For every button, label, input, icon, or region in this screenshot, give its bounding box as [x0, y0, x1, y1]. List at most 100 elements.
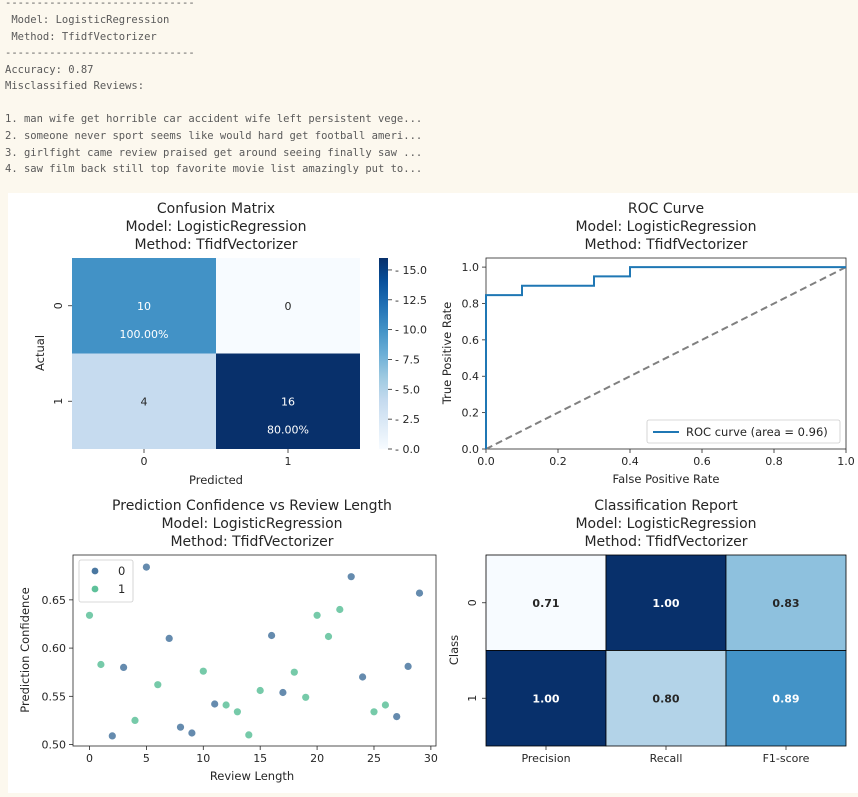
- scatter-point: [290, 668, 298, 676]
- scatter-point: [142, 563, 150, 571]
- x-tick-label: 0.2: [549, 455, 567, 468]
- heatmap-cell: [605, 554, 727, 651]
- scatter-point: [85, 611, 94, 619]
- cell-value-label: 16: [281, 395, 295, 408]
- x-tick-label: 0: [86, 752, 93, 765]
- cell-value-label: 1.00: [652, 597, 679, 610]
- cell-percent-label: 100.00%: [120, 328, 169, 341]
- colorbar-tick-label: - 15.0: [395, 264, 427, 277]
- x-tick-label: F1-score: [763, 752, 810, 765]
- y-axis-label: True Positive Rate: [440, 302, 454, 405]
- y-tick-label: 0.0: [462, 443, 480, 456]
- colorbar-tick-label: - 7.5: [395, 353, 420, 366]
- scatter-point: [359, 673, 367, 681]
- cell-value-label: 10: [137, 300, 151, 313]
- separator-line: ------------------------------: [5, 47, 195, 59]
- console-output: ------------------------------ Model: Lo…: [5, 0, 855, 175]
- legend-marker: [91, 585, 99, 593]
- y-axis-label: Actual: [33, 335, 47, 371]
- y-tick-label: 0.50: [42, 739, 67, 752]
- x-axis-label: Predicted: [189, 473, 243, 487]
- legend-label: ROC curve (area = 0.96): [686, 425, 828, 439]
- review-line: 4. saw film back still top favorite movi…: [5, 163, 423, 175]
- heatmap-cell: [725, 554, 847, 651]
- method-line: Method: TfidfVectorizer: [5, 31, 157, 43]
- scatter-point: [131, 716, 139, 725]
- scatter-point: [222, 701, 230, 709]
- figure: Confusion Matrix Model: LogisticRegressi…: [8, 193, 858, 793]
- y-tick-label: 1.0: [462, 261, 480, 274]
- y-tick-label: 0.55: [42, 690, 67, 703]
- confidence-scatter-panel: Prediction Confidence vs Review Length M…: [18, 498, 438, 783]
- chart-subtitle: Model: LogisticRegression: [161, 516, 342, 532]
- y-tick-label: 1: [466, 695, 479, 702]
- scatter-point: [370, 708, 378, 716]
- heatmap-cell: [72, 258, 216, 354]
- y-tick-label: 0.65: [42, 594, 67, 607]
- colorbar-tick-label: - 5.0: [395, 383, 420, 396]
- colorbar-tick-label: - 2.5: [395, 413, 420, 426]
- cell-value-label: 0.80: [652, 692, 679, 705]
- y-tick-label: 0: [52, 302, 65, 309]
- colorbar-tick-label: - 12.5: [395, 294, 427, 307]
- chart-subtitle: Method: TfidfVectorizer: [134, 237, 297, 253]
- legend-box: [646, 419, 841, 444]
- cell-value-label: 0.83: [772, 597, 799, 610]
- x-tick-label: Recall: [650, 752, 683, 765]
- x-tick-label: 1: [285, 455, 292, 468]
- scatter-point: [188, 729, 196, 737]
- chart-subtitle: Method: TfidfVectorizer: [170, 534, 333, 550]
- chart-subtitle: Method: TfidfVectorizer: [584, 237, 747, 253]
- confusion-matrix-panel: Confusion Matrix Model: LogisticRegressi…: [33, 201, 427, 487]
- chart-subtitle: Model: LogisticRegression: [575, 516, 756, 532]
- separator-line: ------------------------------: [5, 0, 195, 9]
- accuracy-line: Accuracy: 0.87: [5, 64, 94, 76]
- scatter-point: [279, 688, 287, 697]
- scatter-point: [245, 731, 253, 739]
- scatter-point: [176, 723, 185, 731]
- x-axis-label: False Positive Rate: [613, 472, 720, 486]
- review-line: 1. man wife get horrible car accident wi…: [5, 113, 423, 125]
- x-tick-label: 5: [143, 752, 150, 765]
- y-axis-label: Prediction Confidence: [18, 587, 32, 712]
- cell-value-label: 1.00: [532, 692, 559, 705]
- x-tick-label: 30: [424, 752, 438, 765]
- cell-value-label: 0: [285, 300, 292, 313]
- classification-report-panel: Classification Report Model: LogisticReg…: [447, 498, 847, 765]
- cell-percent-label: 80.00%: [267, 423, 309, 436]
- scatter-point: [415, 589, 424, 597]
- legend: ROC curve (area = 0.96): [646, 419, 841, 444]
- cell-value-label: 0.71: [532, 597, 559, 610]
- y-tick-label: 0.2: [462, 407, 480, 420]
- x-tick-label: 0.0: [477, 455, 495, 468]
- scatter-point: [211, 700, 219, 708]
- scatter-point: [154, 681, 162, 689]
- chart-subtitle: Model: LogisticRegression: [125, 219, 306, 235]
- heatmap-cell: [605, 650, 727, 747]
- scatter-point: [165, 634, 173, 642]
- scatter-point: [404, 662, 412, 670]
- x-tick-label: 0: [141, 455, 148, 468]
- scatter-point: [324, 632, 333, 641]
- scatter-point: [97, 660, 105, 669]
- x-tick-label: 20: [310, 752, 324, 765]
- scatter-point: [381, 701, 389, 709]
- y-tick-label: 0.60: [42, 642, 67, 655]
- x-tick-label: 25: [367, 752, 381, 765]
- x-tick-label: Precision: [521, 752, 570, 765]
- colorbar-tick-label: - 0.0: [395, 443, 420, 456]
- x-axis-label: Review Length: [210, 769, 294, 783]
- x-tick-label: 0.4: [621, 455, 639, 468]
- x-tick-label: 0.6: [693, 455, 711, 468]
- roc-curve-line: [485, 266, 846, 449]
- scatter-point: [347, 573, 355, 581]
- scatter-point: [313, 611, 321, 619]
- heatmap-cell: [72, 353, 216, 449]
- y-tick-label: 0: [466, 599, 479, 606]
- x-tick-label: 10: [196, 752, 210, 765]
- chart-title: Prediction Confidence vs Review Length: [112, 498, 392, 514]
- legend-marker: [91, 567, 99, 575]
- scatter-point: [199, 667, 207, 675]
- review-line: 3. girlfight came review praised get aro…: [5, 147, 423, 159]
- heatmap-cell: [485, 650, 607, 747]
